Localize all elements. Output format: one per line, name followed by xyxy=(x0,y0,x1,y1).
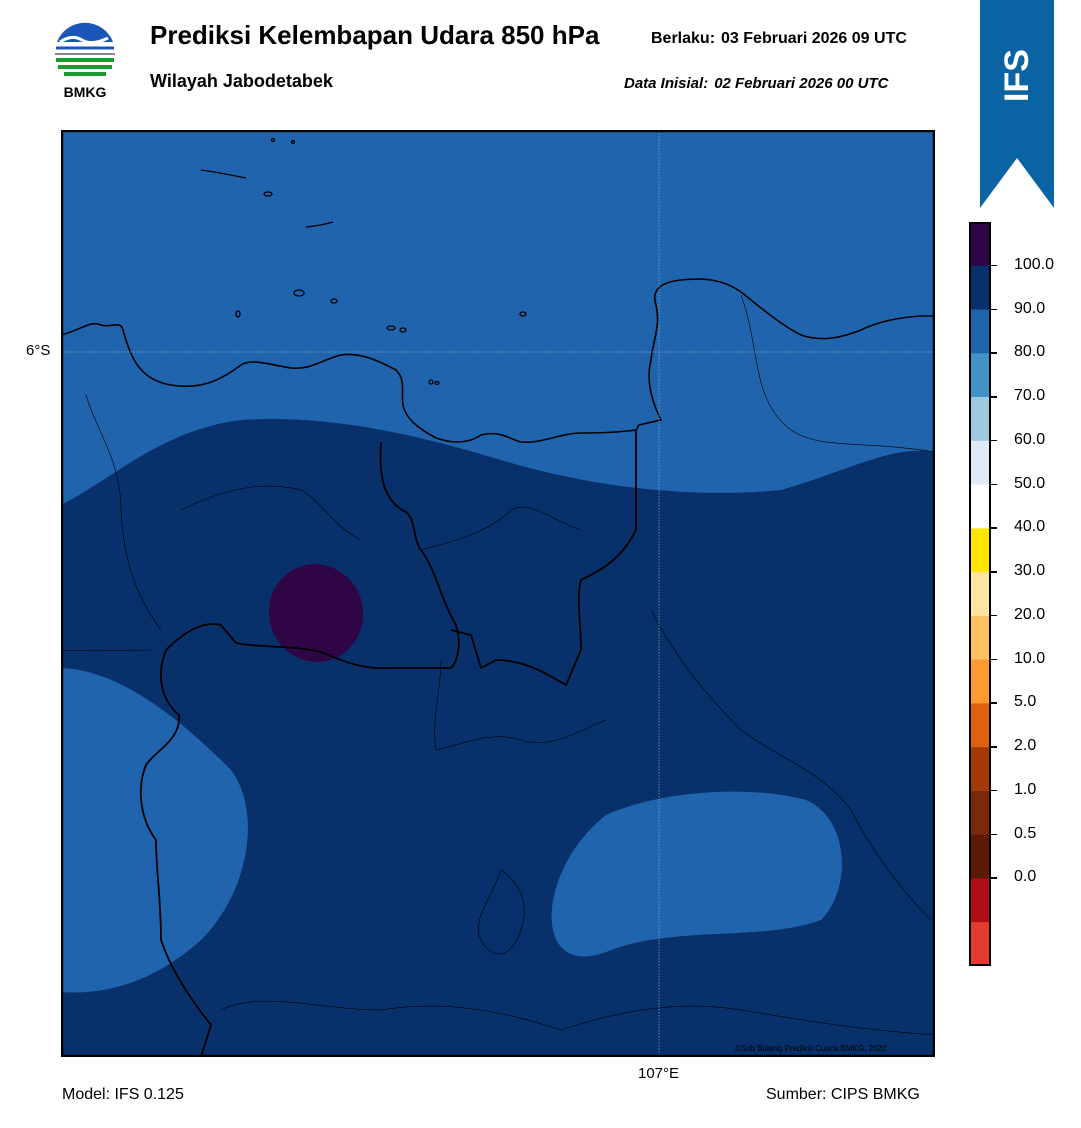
page-title: Prediksi Kelembapan Udara 850 hPa xyxy=(150,20,600,50)
colorbar-tick xyxy=(991,614,997,617)
map-frame xyxy=(61,130,935,1057)
colorbar-tick xyxy=(991,571,997,573)
colorbar-tick-label: 0.5 xyxy=(1014,824,1037,842)
logo-text: BMKG xyxy=(63,84,107,100)
map-region-north xyxy=(61,130,935,505)
colorbar-tick-label: 60.0 xyxy=(1014,430,1046,448)
colorbar-segment xyxy=(969,659,991,704)
colorbar-tick-label: 50.0 xyxy=(1014,474,1046,492)
colorbar-segment xyxy=(969,572,991,617)
colorbar-tick xyxy=(991,833,997,836)
map-region-southeast xyxy=(551,791,842,957)
page-subtitle: Wilayah Jabodetabek xyxy=(150,71,333,91)
colorbar-segment xyxy=(969,309,991,354)
colorbar-frame xyxy=(969,222,991,966)
colorbar-tick xyxy=(991,483,997,486)
colorbar-tick xyxy=(991,527,997,529)
colorbar-tick-label: 5.0 xyxy=(1014,693,1037,711)
district-borders xyxy=(61,294,935,1036)
ifs-ribbon-icon xyxy=(980,0,1054,208)
coastline xyxy=(61,278,935,443)
colorbar-tick-label: 90.0 xyxy=(1014,299,1046,317)
colorbar-segment xyxy=(969,353,991,398)
valid-time: Berlaku: 03 Februari 2026 09 UTC xyxy=(651,30,913,48)
colorbar-tick-label: 80.0 xyxy=(1014,343,1046,361)
lat-label: 6°S xyxy=(26,342,51,359)
map-region-west xyxy=(61,668,248,993)
colorbar-tick xyxy=(991,352,997,354)
colorbar-tick-label: 20.0 xyxy=(1014,605,1046,623)
colorbar-tick-label: 1.0 xyxy=(1014,780,1037,798)
colorbar-segment xyxy=(969,222,991,267)
ifs-badge-text: IFS xyxy=(997,48,1036,102)
colorbar-tick xyxy=(991,308,997,311)
colorbar-tick xyxy=(991,396,997,398)
humidity-map xyxy=(61,130,935,1057)
colorbar-tick xyxy=(991,789,997,792)
init-value: 02 Februari 2026 00 UTC xyxy=(714,75,889,92)
valid-label: Berlaku: xyxy=(651,30,716,47)
colorbar-segment xyxy=(969,922,991,966)
colorbar-segment xyxy=(969,440,991,486)
colorbar-segment xyxy=(969,834,991,879)
colorbar-tick xyxy=(991,264,997,267)
colorbar-tick xyxy=(991,702,997,704)
colorbar-segment xyxy=(969,878,991,923)
colorbar-tick xyxy=(991,658,997,661)
model-label: Model: IFS 0.125 xyxy=(62,1086,184,1103)
colorbar-segment xyxy=(969,484,991,529)
colorbar-tick-label: 30.0 xyxy=(1014,562,1046,580)
lon-label: 107°E xyxy=(638,1065,680,1082)
colorbar-segment xyxy=(969,703,991,748)
colorbar-tick-label: 0.0 xyxy=(1014,868,1037,886)
colorbar-tick-label: 70.0 xyxy=(1014,387,1046,405)
valid-value: 03 Februari 2026 09 UTC xyxy=(721,30,907,47)
colorbar-tick-label: 100.0 xyxy=(1014,255,1055,273)
colorbar-tick xyxy=(991,439,997,442)
province-border-east xyxy=(450,430,637,687)
colorbar-segment xyxy=(969,397,991,442)
colorbar-tick-label: 10.0 xyxy=(1014,649,1046,667)
map-region-saturated xyxy=(268,564,364,662)
colorbar-segment xyxy=(969,790,991,836)
colorbar xyxy=(969,222,991,966)
province-border xyxy=(139,441,460,1057)
colorbar-segment xyxy=(969,265,991,311)
ifs-badge: IFS xyxy=(990,40,1044,110)
colorbar-tick-label: 2.0 xyxy=(1014,737,1037,755)
bmkg-logo-icon xyxy=(55,22,115,82)
init-time: Data Inisial: 02 Februari 2026 00 UTC xyxy=(624,75,894,92)
islands xyxy=(200,137,527,386)
colorbar-segment xyxy=(969,747,991,792)
init-label: Data Inisial: xyxy=(624,75,709,92)
colorbar-tick xyxy=(991,746,997,748)
colorbar-segment xyxy=(969,615,991,661)
source-label: Sumber: CIPS BMKG xyxy=(766,1086,920,1103)
colorbar-tick-label: 40.0 xyxy=(1014,518,1046,536)
map-credit: ©Sub Bidang Prediksi Cuaca BMKG, 2020 xyxy=(735,1044,887,1053)
colorbar-segment xyxy=(969,528,991,573)
colorbar-tick xyxy=(991,877,997,879)
